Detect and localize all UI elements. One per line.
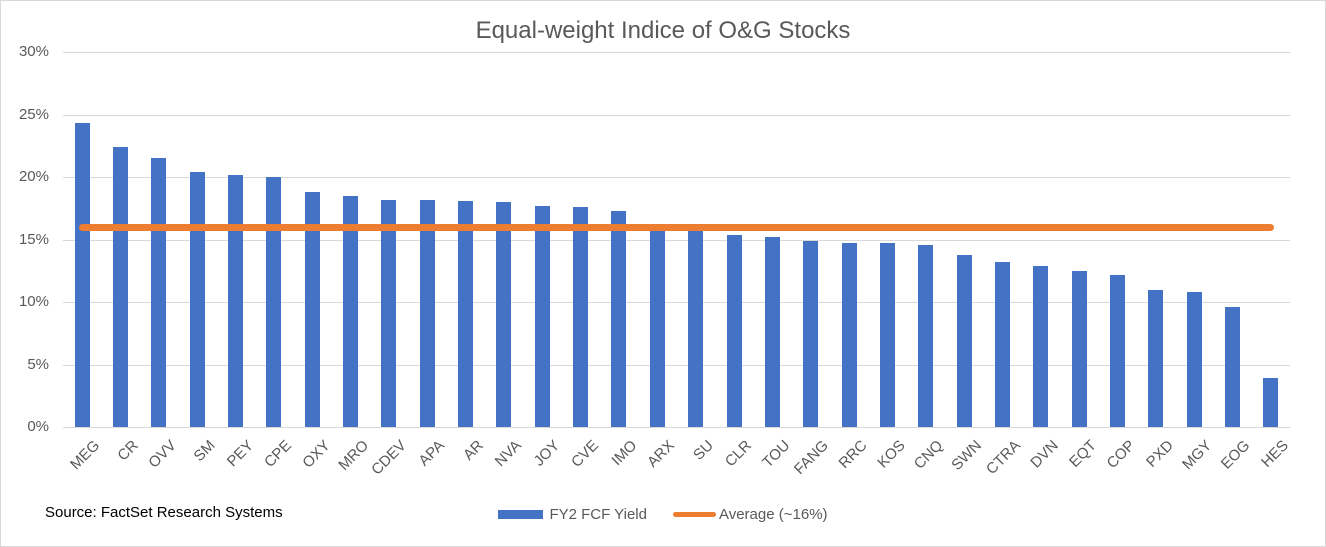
y-axis-tick-label: 30% [18,43,49,60]
average-line [79,223,1274,231]
legend-item-average: Average (~16%) [672,506,828,523]
x-axis-tick-label-pey: PEY [223,437,257,471]
x-axis-tick-label-cop: COP [1103,437,1139,473]
bar-apa [419,199,435,427]
legend-label-fy2-fcf-yield: FY2 FCF Yield [549,506,647,523]
bar-oxy [304,192,320,427]
x-axis-tick-label-meg: MEG [67,437,104,474]
x-axis-tick-label-ctra: CTRA [982,437,1024,478]
gridline-15% [63,239,1290,241]
x-axis-tick-label-mgy: MGY [1178,437,1216,474]
x-axis-tick-label-kos: KOS [873,437,909,472]
y-axis-tick-label: 5% [27,355,49,373]
x-axis-tick-label-joy: JOY [530,437,564,470]
bar-clr [726,234,742,427]
bar-eog [1224,307,1240,427]
bar-eqt [1071,270,1087,427]
bar-joy [534,205,550,427]
x-axis-tick-label-sm: SM [190,437,219,465]
legend: FY2 FCF Yield Average (~16%) [1,506,1325,523]
bar-cnq [918,244,934,427]
bar-pxd [1148,289,1164,427]
x-axis-tick-label-cr: CR [114,437,142,465]
x-axis-tick-label-swn: SWN [948,437,986,474]
bar-mro [343,195,359,427]
plot-area [63,52,1290,428]
x-axis-tick-label-oxy: OXY [298,437,334,472]
x-axis-tick-label-mro: MRO [334,437,372,474]
bar-cop [1109,274,1125,427]
bar-sm [189,172,205,427]
x-axis-tick-label-tou: TOU [759,437,794,472]
gridline-10% [63,302,1290,303]
bar-series-swatch-icon [498,510,544,519]
x-axis-tick-label-pxd: PXD [1142,437,1177,471]
bar-imo [611,210,627,427]
bar-ovv [151,158,167,427]
bar-su [688,228,704,427]
x-axis-tick-label-cve: CVE [567,437,602,471]
x-axis-tick-label-su: SU [689,437,717,464]
source-note: Source: FactSet Research Systems [45,504,283,521]
y-axis-tick-label: 10% [18,293,49,310]
bar-ctra [994,262,1010,427]
y-axis-tick-label: 25% [18,105,49,123]
bar-fang [803,240,819,427]
bar-tou [764,237,780,427]
legend-item-fy2-fcf-yield: FY2 FCF Yield [498,506,647,523]
x-axis-tick-label-eog: EOG [1217,437,1254,473]
y-axis-tick-label: 15% [18,230,49,248]
bar-cve [573,207,589,427]
x-axis-tick-label-imo: IMO [607,437,641,470]
bar-dvn [1033,265,1049,427]
legend-label-average: Average (~16%) [718,506,828,523]
x-axis-tick-label-apa: APA [415,437,449,470]
gridline-20% [63,177,1290,178]
x-axis-tick-label-ovv: OVV [145,437,180,472]
gridline-25% [63,114,1290,116]
bar-hes [1263,378,1279,427]
bar-cr [113,147,129,427]
y-axis-tick-label: 20% [18,168,49,185]
gridline-5% [63,364,1290,366]
x-axis-tick-label-clr: CLR [721,437,756,471]
x-axis-tick-label-cdev: CDEV [368,437,410,479]
bar-swn [956,254,972,427]
bar-rrc [841,243,857,427]
x-axis-tick-label-hes: HES [1258,437,1292,471]
bar-meg [74,123,90,427]
x-axis-tick-label-eqt: EQT [1066,437,1101,471]
average-line-swatch-icon [672,512,716,517]
y-axis-tick-label: 0% [27,418,49,435]
bar-cpe [266,177,282,427]
x-axis-tick-label-nva: NVA [491,437,525,471]
bar-nva [496,202,512,427]
x-axis-tick-label-cnq: CNQ [911,437,947,473]
x-axis-tick-label-arx: ARX [644,437,679,471]
gridline-0% [63,427,1290,428]
bar-ar [458,200,474,427]
bar-pey [228,174,244,427]
bar-mgy [1186,292,1202,427]
chart-title: Equal-weight Indice of O&G Stocks [475,17,851,44]
gridline-30% [63,52,1290,53]
x-axis-tick-label-dvn: DVN [1027,437,1062,472]
bar-arx [649,227,665,427]
x-axis-tick-label-cpe: CPE [261,437,295,471]
bar-cdev [381,199,397,427]
bar-kos [879,243,895,427]
x-axis-tick-label-rrc: RRC [835,437,871,473]
x-axis-tick-label-fang: FANG [790,437,832,478]
x-axis-tick-label-ar: AR [459,437,487,464]
